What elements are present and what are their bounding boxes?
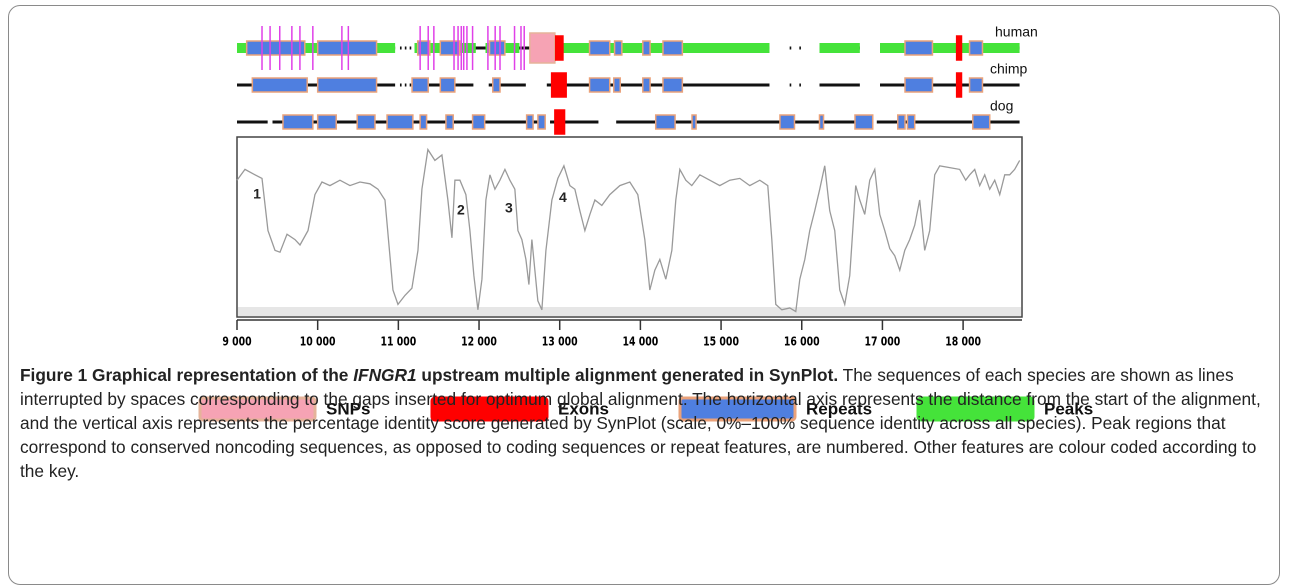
snp-region [529, 32, 556, 64]
peak-number: 4 [559, 189, 567, 205]
legend-swatch [198, 396, 317, 422]
x-tick-label: 13 000 [542, 334, 578, 348]
repeat [316, 77, 378, 93]
x-tick-label: 11 000 [380, 334, 416, 348]
repeat [588, 77, 611, 93]
repeat [537, 114, 546, 130]
track-label: human [995, 24, 1038, 40]
legend-label: Peaks [1044, 399, 1093, 418]
caption-gene: IFNGR1 [353, 365, 417, 385]
exon [955, 72, 963, 98]
repeat [662, 40, 684, 56]
repeat [386, 114, 414, 130]
repeat [691, 114, 697, 130]
repeat [906, 114, 916, 130]
repeat [642, 40, 651, 56]
exon [554, 35, 564, 61]
x-tick-label: 14 000 [622, 334, 658, 348]
legend-swatch [430, 396, 549, 422]
track-label: dog [990, 98, 1013, 114]
repeat [854, 114, 874, 130]
repeat [471, 114, 486, 130]
legend-label: SNPs [326, 399, 370, 418]
x-tick-label: 9 000 [222, 334, 251, 348]
repeat [282, 114, 314, 130]
repeat [613, 77, 621, 93]
repeat [818, 114, 825, 130]
peak [554, 43, 770, 53]
repeat [904, 77, 934, 93]
legend-swatch [916, 396, 1035, 422]
caption-title-part: upstream multiple alignment generated in… [416, 365, 839, 385]
repeat [316, 40, 378, 56]
peak-number: 3 [505, 200, 513, 216]
repeat [972, 114, 991, 130]
caption-title-part: Figure 1 Graphical representation of the [20, 365, 354, 385]
x-tick-label: 10 000 [300, 334, 336, 348]
repeat [356, 114, 376, 130]
caption: Figure 1 Graphical representation of the… [20, 363, 1278, 483]
peak-number: 2 [457, 202, 465, 218]
legend-label: Exons [558, 399, 609, 418]
repeat [897, 114, 906, 130]
repeat [588, 40, 611, 56]
repeat [642, 77, 651, 93]
repeat [492, 77, 501, 93]
repeat [968, 77, 984, 93]
repeat [316, 114, 337, 130]
track-label: chimp [990, 61, 1028, 77]
repeat [419, 114, 428, 130]
repeat [968, 40, 984, 56]
repeat [613, 40, 623, 56]
x-tick-label: 16 000 [784, 334, 820, 348]
repeat [662, 77, 684, 93]
caption-title: Figure 1 Graphical representation of the… [20, 365, 838, 385]
x-tick-label: 18 000 [945, 334, 981, 348]
identity-line [236, 147, 1021, 313]
repeat [439, 77, 456, 93]
repeat [779, 114, 796, 130]
repeat [411, 77, 429, 93]
repeat [904, 40, 934, 56]
repeat [445, 114, 454, 130]
x-tick-label: 15 000 [703, 334, 739, 348]
plot-frame [236, 136, 1023, 318]
repeat [488, 40, 506, 56]
repeat [251, 77, 308, 93]
x-tick-label: 17 000 [865, 334, 901, 348]
baseline-band [238, 307, 1021, 316]
repeat [245, 40, 306, 56]
exon [550, 72, 567, 98]
peak-number: 1 [253, 185, 261, 201]
repeat [525, 114, 534, 130]
legend-label: Repeats [806, 399, 872, 418]
repeat [439, 40, 461, 56]
legend-swatch [678, 396, 797, 422]
peak [237, 43, 396, 53]
peak [880, 43, 1020, 53]
exon [955, 35, 963, 61]
peak [819, 43, 860, 53]
exon [554, 109, 566, 135]
repeat [654, 114, 676, 130]
x-tick-label: 12 000 [461, 334, 497, 348]
caption-text: The sequences of each species are shown … [20, 365, 1261, 481]
